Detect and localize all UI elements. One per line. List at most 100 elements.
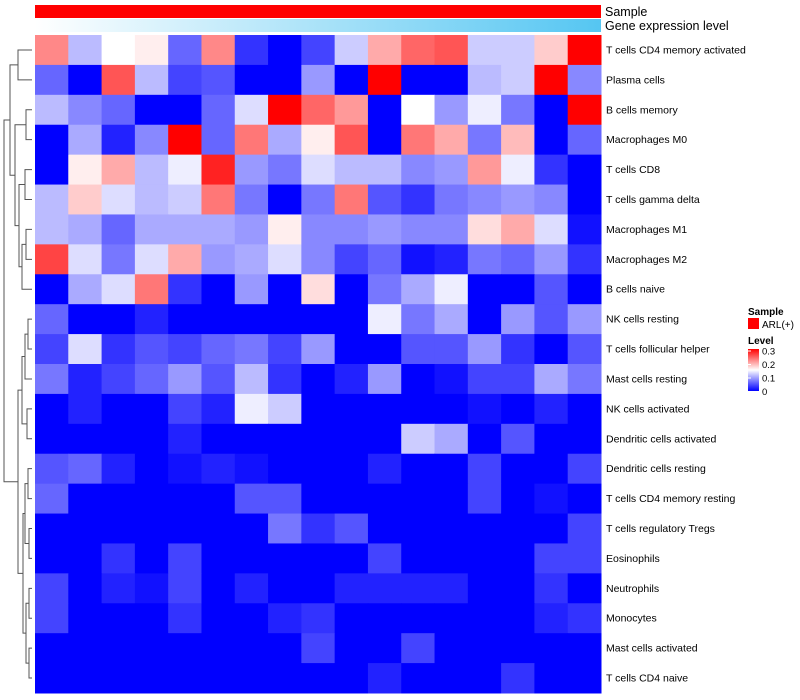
heatmap-cell bbox=[301, 244, 336, 275]
heatmap-cell bbox=[301, 393, 336, 425]
row-label: NK cells resting bbox=[606, 314, 679, 326]
heatmap-cell bbox=[134, 35, 169, 66]
heatmap-cell bbox=[367, 94, 402, 126]
heatmap-cell bbox=[168, 633, 202, 664]
heatmap-cell bbox=[367, 304, 402, 335]
heatmap-cell bbox=[68, 423, 103, 455]
heatmap-cell bbox=[501, 124, 535, 156]
row-label: Neutrophils bbox=[606, 583, 659, 595]
heatmap-cell bbox=[268, 304, 302, 335]
heatmap-cell bbox=[35, 364, 69, 395]
heatmap-cell bbox=[101, 274, 136, 305]
heatmap-cell bbox=[68, 94, 103, 126]
heatmap-cell bbox=[234, 633, 269, 664]
heatmap-cell bbox=[301, 304, 336, 335]
heatmap-cell bbox=[334, 633, 369, 664]
heatmap-cell bbox=[334, 214, 369, 245]
gene-expression-annotation-label: Gene expression level bbox=[605, 19, 729, 33]
heatmap-cell bbox=[234, 573, 269, 604]
heatmap-cell bbox=[201, 603, 236, 634]
heatmap-cell bbox=[467, 274, 502, 305]
heatmap-cell bbox=[201, 543, 236, 574]
heatmap-cell bbox=[334, 35, 369, 66]
heatmap-cell bbox=[401, 244, 436, 275]
heatmap-cell bbox=[201, 304, 236, 335]
heatmap-cell bbox=[134, 274, 169, 305]
row-label: Macrophages M0 bbox=[606, 134, 687, 146]
heatmap-cell bbox=[101, 184, 136, 215]
heatmap-cell bbox=[35, 154, 69, 186]
heatmap-cell bbox=[534, 364, 569, 395]
heatmap-cell bbox=[201, 244, 236, 275]
heatmap-cell bbox=[434, 633, 469, 664]
heatmap-cell bbox=[367, 274, 402, 305]
heatmap-cell bbox=[434, 393, 469, 425]
heatmap-cell bbox=[168, 364, 202, 395]
heatmap-cell bbox=[101, 603, 136, 634]
heatmap-cell bbox=[501, 603, 535, 634]
heatmap-cell bbox=[534, 573, 569, 604]
heatmap-cell bbox=[467, 124, 502, 156]
heatmap-cell bbox=[467, 603, 502, 634]
heatmap-cell bbox=[234, 214, 269, 245]
heatmap-cell bbox=[567, 94, 602, 126]
heatmap-cell bbox=[101, 483, 136, 515]
heatmap-cell bbox=[101, 35, 136, 66]
heatmap-cell bbox=[101, 393, 136, 425]
legend-tick-label: 0.1 bbox=[762, 374, 775, 385]
heatmap-cell bbox=[367, 35, 402, 66]
heatmap-cell bbox=[401, 513, 436, 544]
heatmap-cell bbox=[68, 214, 103, 245]
heatmap-cell bbox=[68, 393, 103, 425]
heatmap-cell bbox=[134, 393, 169, 425]
heatmap-cell bbox=[501, 35, 535, 66]
row-label: T cells CD4 naive bbox=[606, 673, 688, 685]
heatmap-cell bbox=[534, 334, 569, 365]
heatmap-cell bbox=[268, 154, 302, 186]
heatmap-cell bbox=[35, 214, 69, 245]
heatmap-cell bbox=[68, 334, 103, 365]
heatmap-cell bbox=[234, 64, 269, 96]
heatmap-cell bbox=[434, 334, 469, 365]
heatmap-cell bbox=[68, 513, 103, 544]
heatmap-cell bbox=[334, 184, 369, 215]
heatmap-cell bbox=[467, 214, 502, 245]
row-label: Mast cells activated bbox=[606, 643, 698, 655]
heatmap-cell bbox=[201, 663, 236, 694]
heatmap-cell bbox=[268, 663, 302, 694]
heatmap-cell bbox=[534, 453, 569, 485]
heatmap-cell bbox=[467, 393, 502, 425]
sample-annotation-bar bbox=[35, 5, 601, 18]
heatmap-cell bbox=[401, 603, 436, 634]
heatmap-cell bbox=[68, 184, 103, 215]
heatmap-cell bbox=[234, 423, 269, 455]
heatmap-cell bbox=[301, 124, 336, 156]
heatmap-cell bbox=[401, 364, 436, 395]
row-label: Mast cells resting bbox=[606, 374, 687, 386]
heatmap-cell bbox=[234, 244, 269, 275]
heatmap-cell bbox=[401, 64, 436, 96]
heatmap-cell bbox=[168, 94, 202, 126]
heatmap-cell bbox=[334, 663, 369, 694]
heatmap-cell bbox=[467, 543, 502, 574]
heatmap-cell bbox=[68, 603, 103, 634]
heatmap-cell bbox=[234, 393, 269, 425]
heatmap-cell bbox=[201, 573, 236, 604]
heatmap-cell bbox=[268, 543, 302, 574]
heatmap-cell bbox=[68, 304, 103, 335]
heatmap-cell bbox=[534, 543, 569, 574]
heatmap-cell bbox=[234, 663, 269, 694]
heatmap-cell bbox=[134, 214, 169, 245]
heatmap-cell bbox=[35, 64, 69, 96]
heatmap-cell bbox=[501, 483, 535, 515]
heatmap-cell bbox=[367, 423, 402, 455]
heatmap-cell bbox=[567, 543, 602, 574]
heatmap-cell bbox=[434, 603, 469, 634]
heatmap-cell bbox=[301, 214, 336, 245]
heatmap-cell bbox=[367, 543, 402, 574]
heatmap-cell bbox=[367, 393, 402, 425]
heatmap-cell bbox=[301, 334, 336, 365]
heatmap-cell bbox=[367, 64, 402, 96]
heatmap-cell bbox=[467, 334, 502, 365]
legend-sample-entry: ARL(+) bbox=[762, 320, 794, 331]
